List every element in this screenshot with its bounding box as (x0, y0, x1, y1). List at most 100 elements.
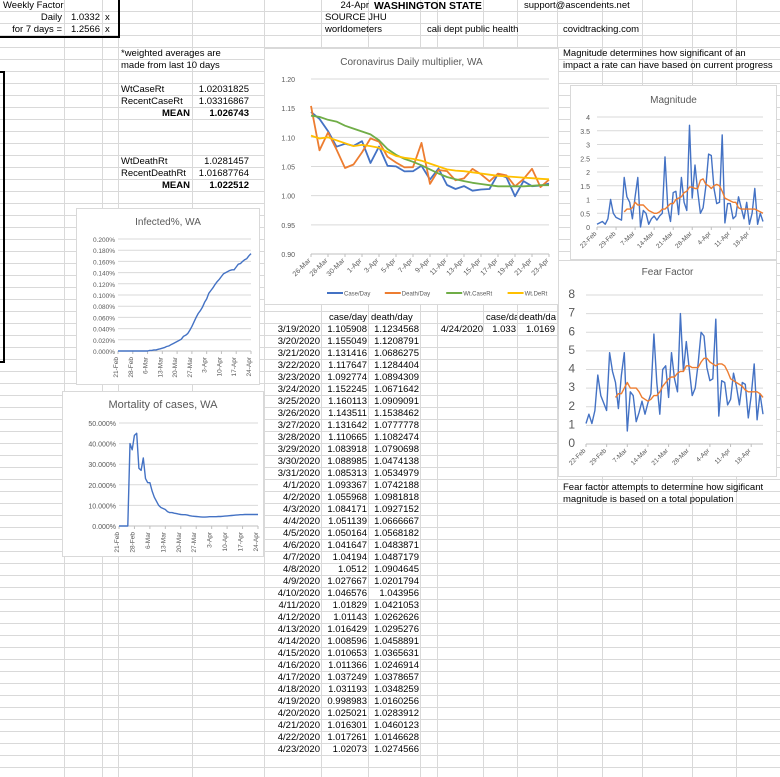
row-death[interactable]: 1.0365631 (374, 648, 419, 659)
row-case[interactable]: 1.0512 (337, 564, 367, 575)
row-case[interactable]: 1.025021 (327, 708, 367, 719)
row-case[interactable]: 1.02073 (332, 744, 367, 755)
infected-chart[interactable]: Infected%, WA 0.000% 0.020% 0.040% 0.060% 0.… (76, 208, 260, 385)
row-death[interactable]: 1.1234568 (374, 324, 419, 335)
row-case[interactable]: 1.085313 (327, 468, 367, 479)
row-case[interactable]: 1.017261 (327, 732, 367, 743)
row-date[interactable]: 3/23/2020 (277, 372, 320, 383)
row-date[interactable]: 3/24/2020 (277, 384, 320, 395)
row-date[interactable]: 4/13/2020 (277, 624, 320, 635)
row-date[interactable]: 4/23/2020 (277, 744, 320, 755)
row-case[interactable]: 1.011366 (328, 660, 367, 671)
row-death[interactable]: 1.1284404 (374, 360, 419, 371)
row-case[interactable]: 1.051139 (328, 516, 367, 527)
row-date[interactable]: 4/12/2020 (277, 612, 320, 623)
row-date[interactable]: 4/11/2020 (278, 600, 320, 611)
row-death[interactable]: 1.0686275 (374, 348, 419, 359)
row-death[interactable]: 1.043956 (379, 588, 419, 599)
row-date[interactable]: 3/26/2020 (277, 408, 320, 419)
magnitude-chart[interactable]: Magnitude 0 0.5 1 1.5 2 2.5 3 3.5 4 22-Feb 29-Feb 7… (570, 85, 777, 260)
row-death[interactable]: 1.0790698 (374, 444, 419, 455)
row-date[interactable]: 3/27/2020 (277, 420, 320, 431)
row-date[interactable]: 4/3/2020 (283, 504, 320, 515)
row-date[interactable]: 3/20/2020 (277, 336, 320, 347)
row-case[interactable]: 1.010653 (327, 648, 367, 659)
row-case[interactable]: 1.083918 (327, 444, 367, 455)
row-case[interactable]: 1.016301 (327, 720, 367, 731)
mortality-chart[interactable]: Mortality of cases, WA 0.000% 10.000% 20.0… (62, 391, 264, 557)
row-case[interactable]: 1.031193 (328, 684, 367, 695)
row-date[interactable]: 4/10/2020 (277, 588, 320, 599)
row-case[interactable]: 1.046576 (327, 588, 367, 599)
row-death[interactable]: 1.1538462 (374, 408, 419, 419)
mean-death-value[interactable]: 1.022512 (209, 180, 249, 191)
row-death[interactable]: 1.1208791 (374, 336, 419, 347)
row-case[interactable]: 1.117647 (328, 360, 367, 371)
mean-case-value[interactable]: 1.026743 (209, 108, 249, 119)
row-date[interactable]: 4/9/2020 (283, 576, 320, 587)
row-death[interactable]: 1.0348259 (374, 684, 419, 695)
recentdeath-value[interactable]: 1.01687764 (198, 168, 249, 179)
row-death[interactable]: 1.0460123 (374, 720, 419, 731)
daily-value[interactable]: 1.0332 (70, 12, 100, 23)
row-case[interactable]: 1.143511 (328, 408, 367, 419)
row-case[interactable]: 1.01829 (332, 600, 367, 611)
row-death[interactable]: 1.0568182 (374, 528, 419, 539)
fear-factor-chart[interactable]: Fear Factor 0 1 2 3 4 5 6 7 8 22-Feb 29-Feb 7-Mar 14… (558, 260, 777, 477)
row-death[interactable]: 1.0742188 (374, 480, 419, 491)
row-date[interactable]: 3/29/2020 (277, 444, 320, 455)
row-case[interactable]: 0.998983 (327, 696, 367, 707)
row-date[interactable]: 4/16/2020 (277, 660, 320, 671)
row-date[interactable]: 4/20/2020 (277, 708, 320, 719)
row-death[interactable]: 1.0378657 (374, 672, 419, 683)
row-case[interactable]: 1.131642 (327, 420, 367, 431)
today-date[interactable]: 4/24/2020 (440, 324, 483, 335)
row-date[interactable]: 4/1/2020 (283, 480, 320, 491)
week-value[interactable]: 1.2566 (70, 24, 100, 35)
row-case[interactable]: 1.093367 (327, 480, 367, 491)
row-date[interactable]: 4/17/2020 (277, 672, 320, 683)
row-death[interactable]: 1.0201794 (374, 576, 419, 587)
row-death[interactable]: 1.0904645 (374, 564, 419, 575)
row-case[interactable]: 1.152245 (327, 384, 367, 395)
daily-multiplier-chart[interactable]: Coronavirus Daily multiplier, WA 0.90 0.9… (264, 48, 559, 305)
row-death[interactable]: 1.0909091 (374, 396, 419, 407)
row-date[interactable]: 3/30/2020 (277, 456, 320, 467)
row-date[interactable]: 3/21/2020 (277, 348, 320, 359)
today-death[interactable]: 1.0169 (525, 324, 555, 335)
row-case[interactable]: 1.027667 (327, 576, 367, 587)
support-email[interactable]: support@ascendents.net (524, 0, 630, 11)
recentcase-value[interactable]: 1.03316867 (198, 96, 249, 107)
row-death[interactable]: 1.0458891 (374, 636, 419, 647)
row-death[interactable]: 1.0474138 (374, 456, 419, 467)
row-case[interactable]: 1.055968 (327, 492, 367, 503)
row-death[interactable]: 1.0927152 (374, 504, 419, 515)
row-death[interactable]: 1.0534979 (374, 468, 419, 479)
row-death[interactable]: 1.0274566 (374, 744, 419, 755)
row-death[interactable]: 1.0160256 (374, 696, 419, 707)
row-case[interactable]: 1.04194 (332, 552, 367, 563)
row-death[interactable]: 1.0487179 (374, 552, 419, 563)
row-death[interactable]: 1.0283912 (374, 708, 419, 719)
row-death[interactable]: 1.0483871 (374, 540, 419, 551)
row-case[interactable]: 1.008596 (327, 636, 367, 647)
row-date[interactable]: 4/19/2020 (277, 696, 320, 707)
wtcase-value[interactable]: 1.02031825 (198, 84, 249, 95)
row-date[interactable]: 4/6/2020 (283, 540, 320, 551)
row-case[interactable]: 1.037249 (327, 672, 367, 683)
row-date[interactable]: 4/2/2020 (283, 492, 320, 503)
row-death[interactable]: 1.0262626 (374, 612, 419, 623)
row-case[interactable]: 1.041647 (327, 540, 367, 551)
row-date[interactable]: 4/4/2020 (283, 516, 320, 527)
row-death[interactable]: 1.0421053 (374, 600, 419, 611)
row-death[interactable]: 1.0671642 (374, 384, 419, 395)
row-date[interactable]: 4/22/2020 (277, 732, 320, 743)
row-case[interactable]: 1.016429 (327, 624, 367, 635)
row-death[interactable]: 1.0146628 (374, 732, 419, 743)
row-death[interactable]: 1.0246914 (374, 660, 419, 671)
row-date[interactable]: 3/31/2020 (277, 468, 320, 479)
row-death[interactable]: 1.0981818 (374, 492, 419, 503)
row-case[interactable]: 1.155049 (327, 336, 367, 347)
row-case[interactable]: 1.01143 (333, 612, 367, 623)
row-death[interactable]: 1.1082474 (374, 432, 419, 443)
